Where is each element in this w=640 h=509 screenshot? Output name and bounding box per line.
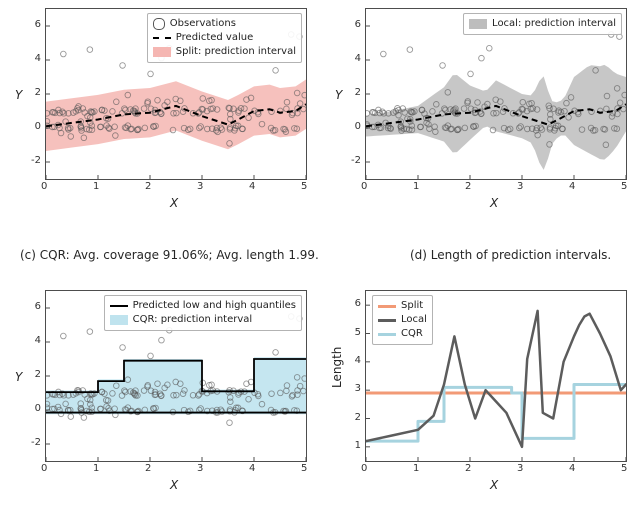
ytick: 1 bbox=[343, 440, 361, 451]
legend-item-cqr: CQR: prediction interval bbox=[110, 313, 296, 327]
legend-a: Observations Predicted value Split: pred… bbox=[147, 13, 302, 63]
ytick: -2 bbox=[23, 155, 41, 166]
legend-label: CQR: prediction interval bbox=[133, 313, 253, 327]
xtick: 5 bbox=[301, 181, 307, 192]
ylabel-c: Y bbox=[15, 370, 22, 384]
xtick: 1 bbox=[413, 181, 419, 192]
xtick: 0 bbox=[361, 181, 367, 192]
ytick: 2 bbox=[343, 412, 361, 423]
ytick: 4 bbox=[23, 53, 41, 64]
ytick: 5 bbox=[343, 327, 361, 338]
figure: (c) CQR: Avg. coverage 91.06%; Avg. leng… bbox=[0, 0, 640, 509]
xtick: 1 bbox=[93, 181, 99, 192]
legend-item-split: Split: prediction interval bbox=[153, 45, 296, 59]
ytick: 2 bbox=[23, 369, 41, 380]
xtick: 3 bbox=[197, 463, 203, 474]
xtick: 3 bbox=[517, 463, 523, 474]
xtick: 2 bbox=[145, 463, 151, 474]
xtick: 4 bbox=[249, 181, 255, 192]
legend-label: Local: prediction interval bbox=[492, 17, 616, 31]
xtick: 0 bbox=[41, 181, 47, 192]
panel-d: Split Local CQR bbox=[365, 290, 627, 462]
xtick: 1 bbox=[93, 463, 99, 474]
panel-b: Local: prediction interval bbox=[365, 8, 627, 180]
legend-d: Split Local CQR bbox=[372, 295, 433, 345]
ytick: 6 bbox=[23, 19, 41, 30]
xtick: 4 bbox=[569, 463, 575, 474]
xtick: 0 bbox=[361, 463, 367, 474]
legend-label: Split: prediction interval bbox=[176, 45, 296, 59]
xtick: 2 bbox=[465, 463, 471, 474]
ytick: 0 bbox=[23, 403, 41, 414]
xtick: 5 bbox=[301, 463, 307, 474]
ytick: 6 bbox=[23, 301, 41, 312]
legend-item-local-line: Local bbox=[378, 313, 427, 327]
xtick: 3 bbox=[517, 181, 523, 192]
legend-label: CQR bbox=[401, 327, 423, 341]
legend-c: Predicted low and high quantiles CQR: pr… bbox=[104, 295, 302, 331]
caption-c: (c) CQR: Avg. coverage 91.06%; Avg. leng… bbox=[20, 248, 319, 262]
legend-label: Predicted low and high quantiles bbox=[133, 299, 296, 313]
ytick: 0 bbox=[343, 121, 361, 132]
xtick: 2 bbox=[145, 181, 151, 192]
ylabel-b: Y bbox=[335, 88, 342, 102]
ytick: 6 bbox=[343, 298, 361, 309]
ytick: 3 bbox=[343, 383, 361, 394]
xlabel-d: X bbox=[490, 478, 498, 492]
ylabel-a: Y bbox=[15, 88, 22, 102]
xtick: 2 bbox=[465, 181, 471, 192]
legend-label: Observations bbox=[170, 17, 236, 31]
ytick: -2 bbox=[23, 437, 41, 448]
xtick: 4 bbox=[249, 463, 255, 474]
legend-label: Split bbox=[401, 299, 423, 313]
xtick: 5 bbox=[621, 181, 627, 192]
ytick: -2 bbox=[343, 155, 361, 166]
xlabel-b: X bbox=[490, 196, 498, 210]
legend-item-qlines: Predicted low and high quantiles bbox=[110, 299, 296, 313]
ytick: 4 bbox=[343, 53, 361, 64]
xtick: 1 bbox=[413, 463, 419, 474]
legend-item-pred: Predicted value bbox=[153, 31, 296, 45]
ytick: 6 bbox=[343, 19, 361, 30]
panel-c: Predicted low and high quantiles CQR: pr… bbox=[45, 290, 307, 462]
legend-item-split-line: Split bbox=[378, 299, 427, 313]
xtick: 5 bbox=[621, 463, 627, 474]
legend-label: Local bbox=[401, 313, 427, 327]
caption-d: (d) Length of prediction intervals. bbox=[410, 248, 611, 262]
legend-b: Local: prediction interval bbox=[463, 13, 622, 35]
ylabel-d: Length bbox=[330, 347, 344, 388]
ytick: 2 bbox=[23, 87, 41, 98]
ytick: 4 bbox=[343, 355, 361, 366]
ytick: 0 bbox=[23, 121, 41, 132]
legend-label: Predicted value bbox=[176, 31, 253, 45]
panel-a: Observations Predicted value Split: pred… bbox=[45, 8, 307, 180]
xtick: 0 bbox=[41, 463, 47, 474]
xlabel-c: X bbox=[170, 478, 178, 492]
ytick: 2 bbox=[343, 87, 361, 98]
xtick: 3 bbox=[197, 181, 203, 192]
legend-item-local: Local: prediction interval bbox=[469, 17, 616, 31]
legend-item-cqr-line: CQR bbox=[378, 327, 427, 341]
legend-item-obs: Observations bbox=[153, 17, 296, 31]
ytick: 4 bbox=[23, 335, 41, 346]
xtick: 4 bbox=[569, 181, 575, 192]
xlabel-a: X bbox=[170, 196, 178, 210]
